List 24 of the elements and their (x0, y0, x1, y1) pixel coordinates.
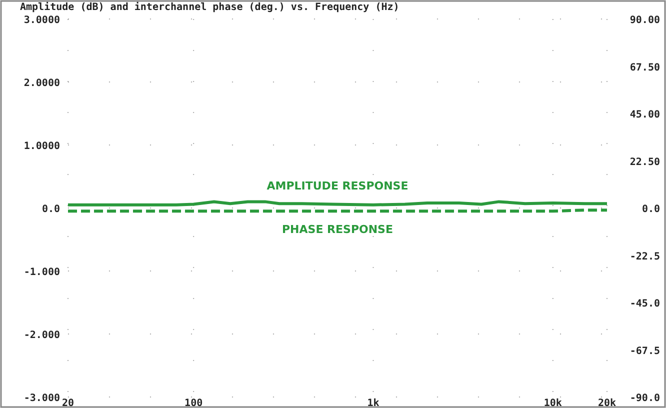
y2-tick-label: -67.5 (630, 346, 660, 357)
x-tick-label: 10k (544, 398, 562, 408)
series-label: PHASE RESPONSE (282, 223, 394, 236)
y2-tick-label: -90.0 (630, 393, 660, 404)
y2-tick-label: 22.50 (630, 156, 660, 168)
x-tick-label: 20k (598, 398, 616, 408)
y-tick-label: -1.000 (24, 267, 60, 278)
x-tick-label: 100 (184, 398, 203, 408)
y2-tick-label: 67.50 (630, 62, 660, 74)
y2-tick-label: 0.0 (642, 204, 660, 215)
y-tick-label: -3.000 (24, 393, 60, 404)
y-tick-label: 2.0000 (24, 78, 60, 89)
y2-tick-label: 90.00 (630, 15, 660, 26)
y-tick-label: 1.0000 (24, 141, 60, 152)
y2-tick-label: -22.5 (630, 251, 660, 262)
x-tick-label: 20 (62, 398, 74, 408)
y-tick-label: 3.0000 (24, 15, 60, 26)
chart-title: Amplitude (dB) and interchannel phase (deg.) vs. Frequency (Hz) (20, 1, 400, 13)
x-tick-label: 1k (367, 398, 380, 408)
series-label: AMPLITUDE RESPONSE (266, 180, 408, 193)
y-tick-label: 0.0 (42, 204, 60, 215)
y2-tick-label: -45.0 (630, 298, 660, 310)
y-tick-label: -2.000 (24, 330, 60, 341)
y2-tick-label: 45.00 (630, 110, 660, 120)
